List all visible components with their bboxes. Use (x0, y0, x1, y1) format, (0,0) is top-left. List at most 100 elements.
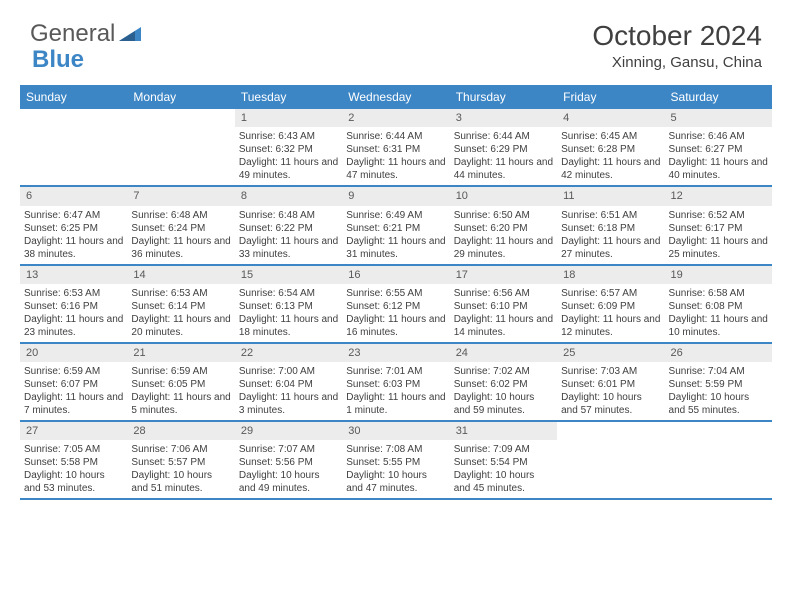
week-row: 27 Sunrise: 7:05 AMSunset: 5:58 PM Dayligh… (20, 422, 772, 500)
sunrise-text: Sunrise: 6:56 AM (454, 287, 553, 300)
daylight-text: Daylight: 10 hours and 47 minutes. (346, 469, 445, 495)
daylight-text: Daylight: 11 hours and 25 minutes. (669, 235, 768, 261)
day-number: 16 (342, 266, 449, 284)
day-body: Sunrise: 7:06 AMSunset: 5:57 PMDaylight:… (127, 440, 234, 498)
day-cell: 8Sunrise: 6:48 AMSunset: 6:22 PMDaylight… (235, 187, 342, 263)
month-title: October 2024 (592, 20, 762, 52)
logo-text-blue: Blue (32, 46, 84, 73)
daylight-text: Daylight: 11 hours and 7 minutes. (24, 391, 123, 417)
sunrise-text: Sunrise: 6:48 AM (131, 209, 230, 222)
sunrise-text: Sunrise: 7:07 AM (239, 443, 338, 456)
day-number: 25 (557, 344, 664, 362)
day-number: 27 (20, 422, 127, 440)
day-cell: 30Sunrise: 7:08 AMSunset: 5:55 PMDayligh… (342, 422, 449, 498)
day-cell: 18Sunrise: 6:57 AMSunset: 6:09 PMDayligh… (557, 266, 664, 342)
location-text: Xinning, Gansu, China (592, 54, 762, 71)
sunset-text: Sunset: 5:58 PM (24, 456, 123, 469)
day-number: 31 (450, 422, 557, 440)
daylight-text: Daylight: 11 hours and 40 minutes. (669, 156, 768, 182)
daylight-text: Daylight: 11 hours and 5 minutes. (131, 391, 230, 417)
day-header: Friday (557, 85, 664, 109)
sunset-text: Sunset: 6:10 PM (454, 300, 553, 313)
sunrise-text: Sunrise: 6:44 AM (346, 130, 445, 143)
daylight-text: Daylight: 11 hours and 23 minutes. (24, 313, 123, 339)
day-cell: 24Sunrise: 7:02 AMSunset: 6:02 PMDayligh… (450, 344, 557, 420)
sunrise-text: Sunrise: 6:50 AM (454, 209, 553, 222)
daylight-text: Daylight: 10 hours and 51 minutes. (131, 469, 230, 495)
day-header: Saturday (665, 85, 772, 109)
day-header-row: SundayMondayTuesdayWednesdayThursdayFrid… (20, 85, 772, 109)
day-number: 23 (342, 344, 449, 362)
sunset-text: Sunset: 6:03 PM (346, 378, 445, 391)
sunrise-text: Sunrise: 6:44 AM (454, 130, 553, 143)
day-number: 18 (557, 266, 664, 284)
sunrise-text: Sunrise: 6:46 AM (669, 130, 768, 143)
day-body: Sunrise: 6:43 AMSunset: 6:32 PMDaylight:… (235, 127, 342, 185)
sunrise-text: Sunrise: 6:47 AM (24, 209, 123, 222)
day-number: 19 (665, 266, 772, 284)
logo: General (30, 20, 141, 48)
day-cell: 11Sunrise: 6:51 AMSunset: 6:18 PMDayligh… (557, 187, 664, 263)
sunrise-text: Sunrise: 7:00 AM (239, 365, 338, 378)
daylight-text: Daylight: 11 hours and 49 minutes. (239, 156, 338, 182)
sunrise-text: Sunrise: 7:09 AM (454, 443, 553, 456)
day-body: Sunrise: 6:57 AMSunset: 6:09 PMDaylight:… (557, 284, 664, 342)
daylight-text: Daylight: 11 hours and 29 minutes. (454, 235, 553, 261)
day-number: 12 (665, 187, 772, 205)
day-cell (20, 109, 127, 185)
sunset-text: Sunset: 6:01 PM (561, 378, 660, 391)
day-body: Sunrise: 6:51 AMSunset: 6:18 PMDaylight:… (557, 206, 664, 264)
sunrise-text: Sunrise: 7:05 AM (24, 443, 123, 456)
day-cell: 10Sunrise: 6:50 AMSunset: 6:20 PMDayligh… (450, 187, 557, 263)
week-row: 1Sunrise: 6:43 AMSunset: 6:32 PMDaylight… (20, 109, 772, 187)
daylight-text: Daylight: 11 hours and 10 minutes. (669, 313, 768, 339)
day-body: Sunrise: 7:09 AMSunset: 5:54 PMDaylight:… (450, 440, 557, 498)
daylight-text: Daylight: 10 hours and 55 minutes. (669, 391, 768, 417)
sunset-text: Sunset: 6:13 PM (239, 300, 338, 313)
daylight-text: Daylight: 11 hours and 18 minutes. (239, 313, 338, 339)
week-row: 20Sunrise: 6:59 AMSunset: 6:07 PMDayligh… (20, 344, 772, 422)
day-number: 30 (342, 422, 449, 440)
day-header: Monday (127, 85, 234, 109)
day-cell: 1Sunrise: 6:43 AMSunset: 6:32 PMDaylight… (235, 109, 342, 185)
day-body: Sunrise: 6:53 AMSunset: 6:14 PMDaylight:… (127, 284, 234, 342)
sunset-text: Sunset: 6:31 PM (346, 143, 445, 156)
day-body: Sunrise: 6:48 AMSunset: 6:24 PMDaylight:… (127, 206, 234, 264)
day-body: Sunrise: 7:08 AMSunset: 5:55 PMDaylight:… (342, 440, 449, 498)
day-body: Sunrise: 7:02 AMSunset: 6:02 PMDaylight:… (450, 362, 557, 420)
day-number: 28 (127, 422, 234, 440)
daylight-text: Daylight: 11 hours and 38 minutes. (24, 235, 123, 261)
day-body: Sunrise: 6:54 AMSunset: 6:13 PMDaylight:… (235, 284, 342, 342)
day-number: 26 (665, 344, 772, 362)
sunrise-text: Sunrise: 7:01 AM (346, 365, 445, 378)
day-cell (557, 422, 664, 498)
sunset-text: Sunset: 6:08 PM (669, 300, 768, 313)
sunrise-text: Sunrise: 6:53 AM (24, 287, 123, 300)
day-number: 1 (235, 109, 342, 127)
day-number: 21 (127, 344, 234, 362)
sunrise-text: Sunrise: 6:45 AM (561, 130, 660, 143)
day-body: Sunrise: 7:01 AMSunset: 6:03 PMDaylight:… (342, 362, 449, 420)
day-cell: 15Sunrise: 6:54 AMSunset: 6:13 PMDayligh… (235, 266, 342, 342)
logo-text-general: General (30, 20, 115, 48)
sunset-text: Sunset: 6:05 PM (131, 378, 230, 391)
day-body: Sunrise: 7:03 AMSunset: 6:01 PMDaylight:… (557, 362, 664, 420)
day-cell: 6Sunrise: 6:47 AMSunset: 6:25 PMDaylight… (20, 187, 127, 263)
day-number: 29 (235, 422, 342, 440)
day-cell: 29Sunrise: 7:07 AMSunset: 5:56 PMDayligh… (235, 422, 342, 498)
sunrise-text: Sunrise: 6:58 AM (669, 287, 768, 300)
day-number: 11 (557, 187, 664, 205)
day-header: Tuesday (235, 85, 342, 109)
day-cell: 7Sunrise: 6:48 AMSunset: 6:24 PMDaylight… (127, 187, 234, 263)
day-number: 17 (450, 266, 557, 284)
sunrise-text: Sunrise: 6:52 AM (669, 209, 768, 222)
week-row: 6Sunrise: 6:47 AMSunset: 6:25 PMDaylight… (20, 187, 772, 265)
daylight-text: Daylight: 10 hours and 59 minutes. (454, 391, 553, 417)
title-block: October 2024 Xinning, Gansu, China (592, 20, 762, 71)
day-body: Sunrise: 6:59 AMSunset: 6:07 PMDaylight:… (20, 362, 127, 420)
day-body: Sunrise: 6:55 AMSunset: 6:12 PMDaylight:… (342, 284, 449, 342)
day-header: Thursday (450, 85, 557, 109)
sunrise-text: Sunrise: 6:59 AM (24, 365, 123, 378)
sunset-text: Sunset: 6:20 PM (454, 222, 553, 235)
sunset-text: Sunset: 6:29 PM (454, 143, 553, 156)
